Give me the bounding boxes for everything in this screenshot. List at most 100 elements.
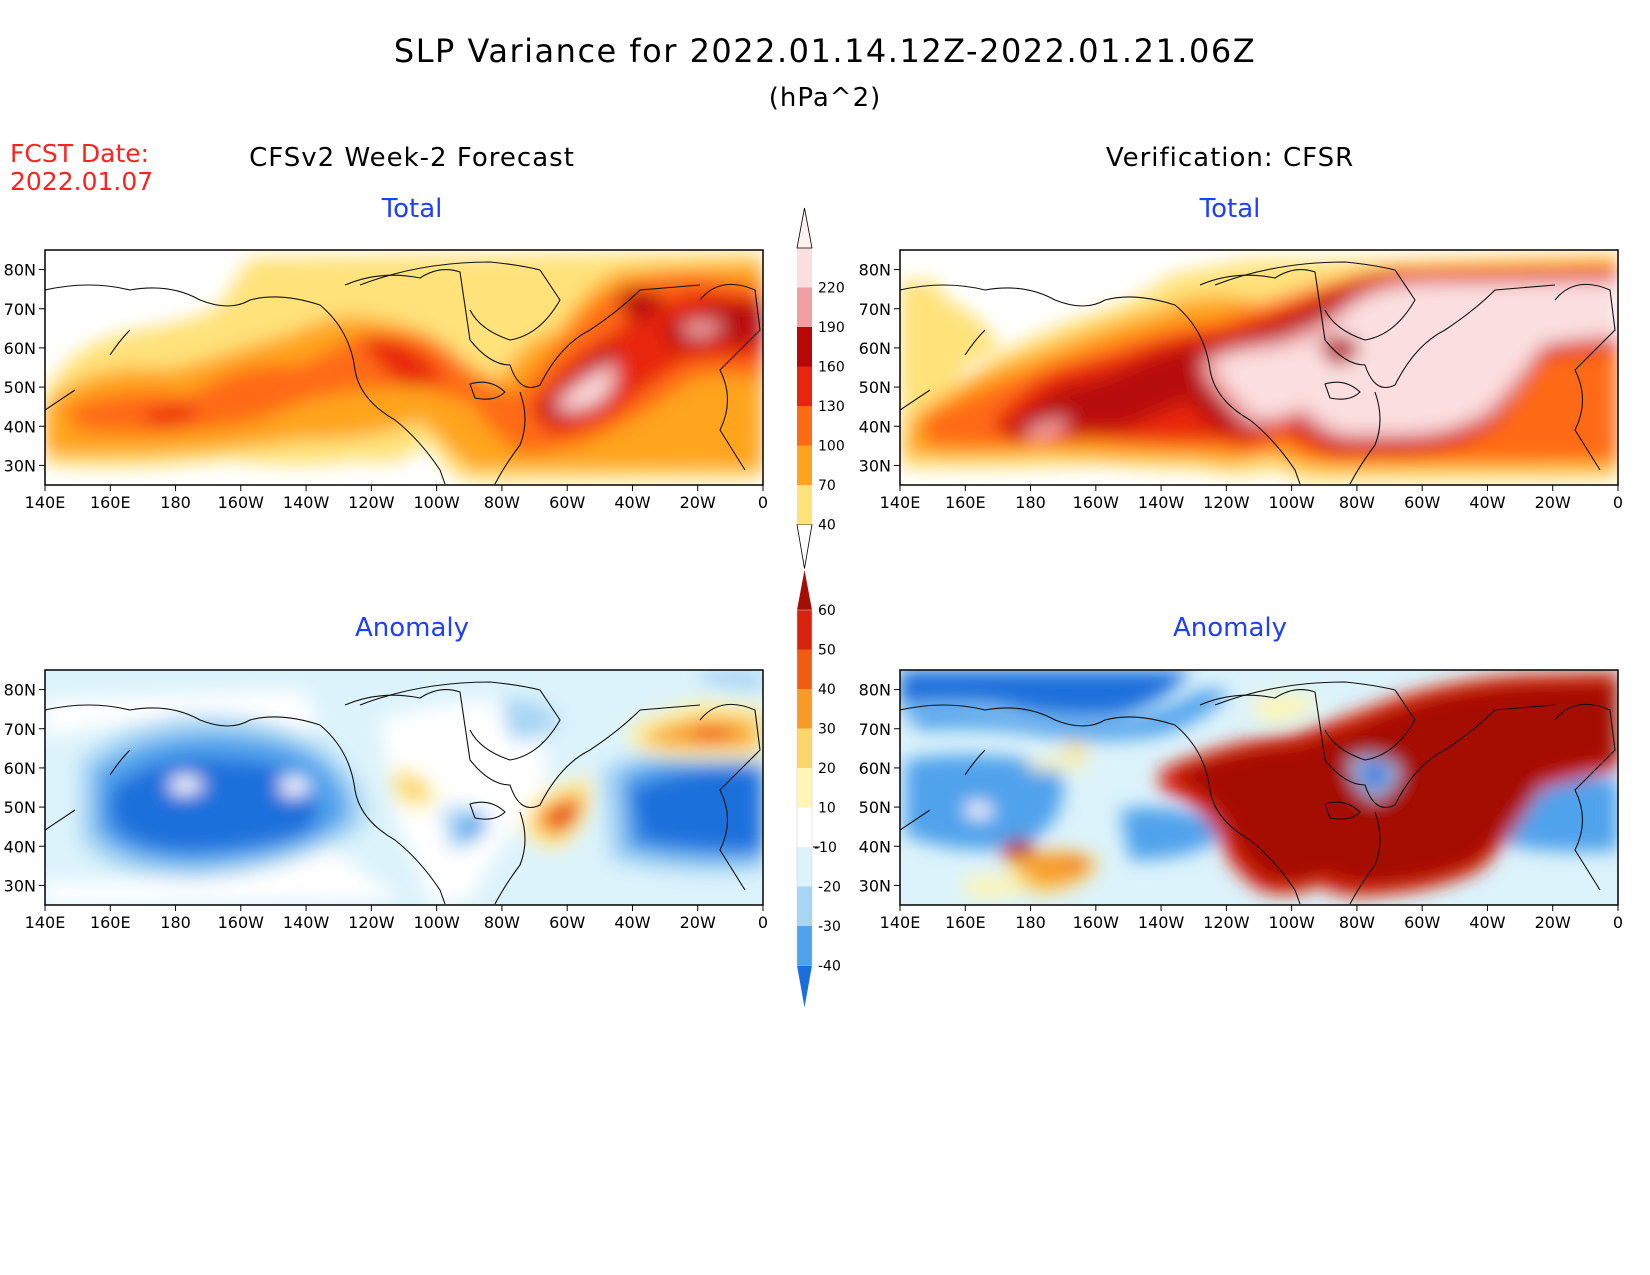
colorbar-level-label: -10 [814,840,837,856]
lon-tick-label: 160W [1073,913,1120,932]
lon-tick-label: 140W [283,913,330,932]
lon-tick-label: 160E [90,493,131,512]
colorbar-upper-end [797,570,812,610]
lat-tick-label: 50N [4,798,36,817]
lon-tick-label: 100W [413,913,460,932]
lon-tick-label: 20W [1535,913,1571,932]
lon-tick-label: 60W [1404,493,1440,512]
lon-tick-label: 0 [758,913,768,932]
lon-tick-label: 0 [1613,913,1623,932]
fcst-date-label: FCST Date: [10,139,149,168]
anomaly-colorbar: 60 50 40 30 20 10 -10 -20 -30 -40 [796,570,841,1008]
coastlines [45,261,761,485]
verif-total-map: 140E 160E 180 160W 140W 120W 100W 80W 60W 40W 20W 0… [859,249,1623,512]
colorbar-swatch [797,287,812,327]
total-colorbar: 40 70 100 130 160 190 220 [796,207,845,569]
colorbar-swatch [797,445,812,485]
lon-tick-label: 60W [1404,913,1440,932]
colorbar-swatch [797,248,812,288]
verif-anomaly-map: 140E 160E 180 160W 140W 120W 100W 80W 60W 40W 20W 0… [859,669,1623,932]
colorbar-level-label: 130 [818,399,845,415]
lon-tick-label: 40W [614,913,650,932]
fcst-total-ticks: 140E 160E 180 160W 140W 120W 100W 80W 60W 40W 20W 0… [4,261,768,512]
lat-tick-label: 60N [859,339,891,358]
lon-tick-label: 80W [1339,493,1375,512]
colorbar-level-label: -20 [818,880,841,896]
lon-tick-label: 0 [758,493,768,512]
colorbar-frame [796,609,813,966]
lon-tick-label: 160W [1073,493,1120,512]
colorbar-upper-end [796,207,813,249]
lat-tick-label: 30N [4,876,36,895]
fcst-anomaly-map: 140E 160E 180 160W 140W 120W 100W 80W 60W 40W 20W 0… [4,669,768,932]
colorbar-level-label: -30 [818,919,841,935]
lon-tick-label: 140E [25,493,66,512]
lat-tick-label: 50N [859,798,891,817]
lon-tick-label: 80W [484,913,520,932]
fcst-total-title: Total [381,194,443,224]
colorbar-level-label: -40 [818,959,841,975]
lat-tick-label: 80N [4,261,36,280]
colorbar-swatch [797,926,812,966]
colorbar-swatch [797,768,812,808]
colorbar-lower-end [797,965,812,1008]
colorbar-swatch [797,847,812,887]
left-column-title: CFSv2 Week-2 Forecast [249,143,575,173]
lat-tick-label: 60N [4,339,36,358]
lat-tick-label: 30N [859,876,891,895]
colorbar-level-label: 160 [818,360,845,376]
coastlines [45,681,761,905]
colorbar-level-label: 190 [818,320,845,336]
verif-anomaly-title: Anomaly [1173,613,1287,643]
colorbar-swatch [797,689,812,729]
colorbar-swatch [797,610,812,650]
lat-tick-label: 60N [859,759,891,778]
lon-tick-label: 180 [160,493,191,512]
fcst-anomaly-title: Anomaly [355,613,469,643]
lat-tick-label: 50N [4,378,36,397]
lat-tick-label: 50N [859,378,891,397]
fcst-anomaly-ticks: 140E 160E 180 160W 140W 120W 100W 80W 60W 40W 20W 0… [4,681,768,932]
lon-tick-label: 140W [1138,913,1185,932]
lon-tick-label: 100W [1268,493,1315,512]
units-label: (hPa^2) [769,83,882,113]
lon-tick-label: 140E [880,913,921,932]
fcst-total-map: 140E 160E 180 160W 140W 120W 100W 80W 60W 40W 20W 0… [4,249,768,512]
colorbar-swatch [797,649,812,689]
lon-tick-label: 140E [880,493,921,512]
lon-tick-label: 120W [348,493,395,512]
lat-tick-label: 40N [859,837,891,856]
colorbar-swatch [797,886,812,926]
lon-tick-label: 0 [1613,493,1623,512]
lon-tick-label: 80W [1339,913,1375,932]
lat-tick-label: 70N [4,300,36,319]
colorbar-level-label: 220 [818,281,845,297]
coastlines [900,681,1616,905]
figure-title: SLP Variance for 2022.01.14.12Z-2022.01.… [394,32,1256,70]
colorbar-swatch [797,485,812,525]
colorbar-swatch [797,807,812,847]
colorbar-lower-end [796,524,813,569]
colorbar-level-label: 40 [818,682,836,698]
lon-tick-label: 60W [549,493,585,512]
colorbar-level-label: 100 [818,439,845,455]
lat-tick-label: 70N [859,720,891,739]
colorbar-level-label: 30 [818,722,836,738]
lat-tick-label: 40N [4,837,36,856]
colorbar-level-label: 70 [818,478,836,494]
lat-tick-label: 80N [4,681,36,700]
colorbar-level-label: 40 [818,518,836,534]
colorbar-level-label: 10 [818,801,836,817]
lat-tick-label: 40N [859,417,891,436]
lat-tick-label: 40N [4,417,36,436]
lon-tick-label: 160E [90,913,131,932]
lat-tick-label: 70N [4,720,36,739]
lon-tick-label: 140W [283,493,330,512]
fcst-date-value: 2022.01.07 [10,167,153,196]
lon-tick-label: 20W [680,913,716,932]
lat-tick-label: 70N [859,300,891,319]
verif-anomaly-ticks: 140E 160E 180 160W 140W 120W 100W 80W 60W 40W 20W 0… [859,681,1623,932]
right-column-title: Verification: CFSR [1106,143,1354,173]
lon-tick-label: 20W [1535,493,1571,512]
